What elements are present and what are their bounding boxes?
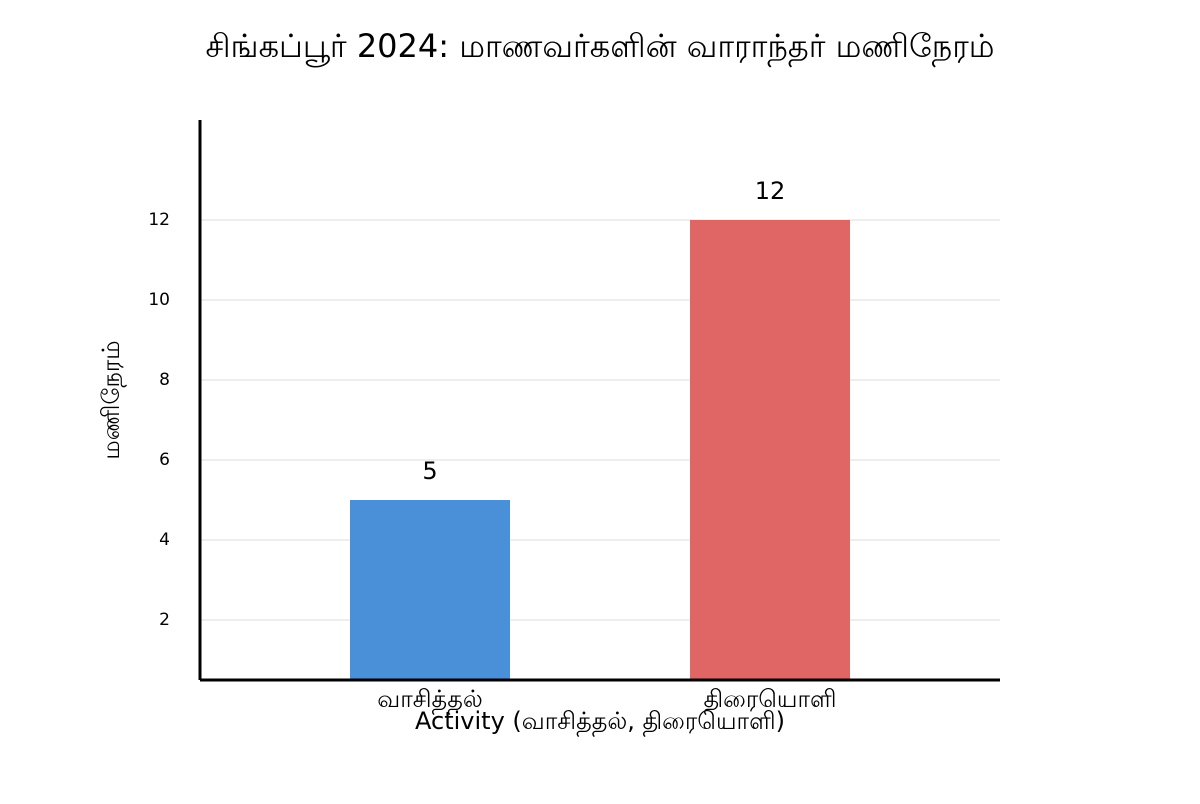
data-label: 5 — [422, 457, 437, 485]
chart-title: சிங்கப்பூர் 2024: மாணவர்களின் வாராந்தர் … — [205, 27, 994, 68]
y-tick-label: 10 — [148, 290, 170, 310]
y-tick-label: 12 — [148, 210, 170, 230]
x-tick-label: வாசித்தல் — [377, 685, 483, 715]
x-axis-label: Activity (வாசித்தல், திரையொளி) — [415, 707, 785, 737]
bar — [350, 500, 510, 680]
y-tick-label: 8 — [159, 370, 170, 390]
x-tick-label: திரையொளி — [703, 685, 836, 715]
y-tick-label: 6 — [159, 450, 170, 470]
y-axis-label: மணிநேரம் — [97, 340, 127, 459]
bar — [690, 220, 850, 680]
y-tick-label: 4 — [159, 530, 170, 550]
y-tick-label: 2 — [159, 610, 170, 630]
data-label: 12 — [755, 177, 786, 205]
